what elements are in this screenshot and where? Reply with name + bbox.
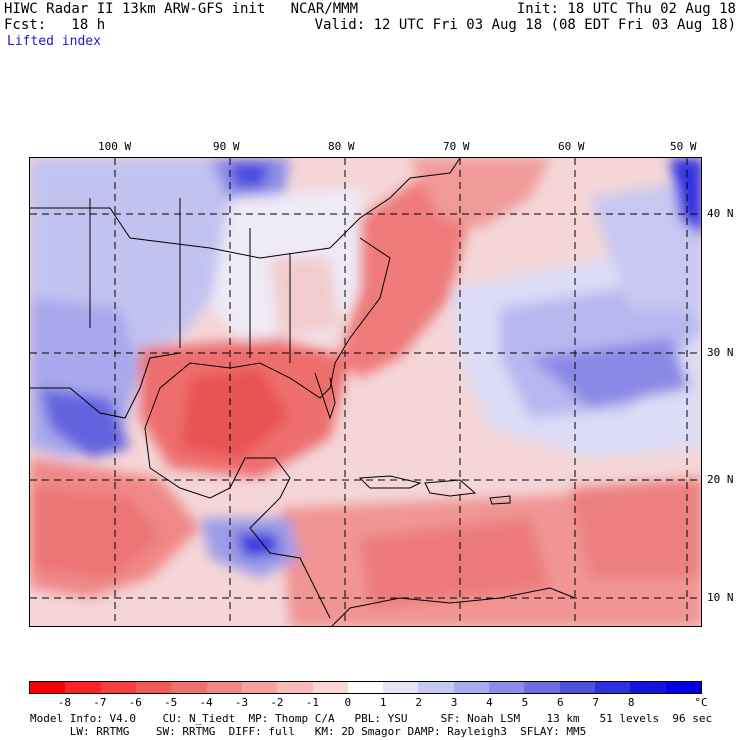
colorbar-tick-label: 3 — [450, 696, 458, 709]
colorbar-tick-label: -5 — [164, 696, 178, 709]
colorbar-tick-label: -8 — [57, 696, 72, 709]
lon-label-60w: 60 W — [558, 140, 585, 153]
valid-time: Valid: 12 UTC Fri 03 Aug 18 (08 EDT Fri … — [314, 17, 736, 33]
colorbar — [29, 681, 702, 694]
colorbar-swatch — [206, 682, 242, 693]
colorbar-tick-label: 6 — [557, 696, 564, 709]
colorbar-swatch — [524, 682, 560, 693]
colorbar-swatch — [100, 682, 136, 693]
coastlines — [30, 158, 576, 626]
colorbar-tick-label: 0 — [344, 696, 352, 709]
colorbar-tick-label: -6 — [128, 696, 142, 709]
lat-label-20n: 20 N — [707, 473, 734, 486]
colorbar-swatch — [241, 682, 278, 693]
colorbar-tick-label: 4 — [486, 696, 493, 709]
colorbar-tick-label: -1 — [305, 696, 319, 709]
colorbar-swatch — [171, 682, 207, 693]
colorbar-swatch — [135, 682, 172, 693]
model-title: HIWC Radar II 13km ARW-GFS init NCAR/MMM — [4, 1, 359, 17]
colorbar-tick-label: -7 — [93, 696, 107, 709]
init-time: Init: 18 UTC Thu 02 Aug 18 — [516, 1, 736, 17]
colorbar-tick-label: -2 — [270, 696, 284, 709]
colorbar-swatch — [65, 682, 101, 693]
lon-label-70w: 70 W — [443, 140, 470, 153]
colorbar-swatch — [312, 682, 348, 693]
lat-label-30n: 30 N — [707, 346, 734, 359]
lifted-index-map — [29, 157, 702, 627]
lat-label-40n: 40 N — [707, 207, 734, 220]
lifted-index-field — [30, 158, 701, 626]
colorbar-swatch — [595, 682, 631, 693]
colorbar-tick-label: 7 — [592, 696, 600, 709]
field-name: Lifted index — [7, 34, 101, 49]
colorbar-swatch — [489, 682, 525, 693]
map-svg — [30, 158, 701, 626]
colorbar-swatch — [277, 682, 313, 693]
colorbar-tick-label: -3 — [234, 696, 249, 709]
model-info-line1: Model Info: V4.0 CU: N_Tiedt MP: Thomp C… — [30, 712, 713, 725]
lon-label-90w: 90 W — [213, 140, 240, 153]
lat-label-10n: 10 N — [707, 591, 734, 604]
colorbar-swatch — [453, 682, 490, 693]
lon-label-100w: 100 W — [98, 140, 132, 153]
colorbar-swatch — [665, 682, 701, 693]
colorbar-tick-label: 8 — [627, 696, 635, 709]
colorbar-tick-label: -4 — [199, 696, 213, 709]
colorbar-tick-label: 2 — [415, 696, 422, 709]
colorbar-swatch — [347, 682, 384, 693]
colorbar-unit: °C — [694, 696, 708, 709]
lon-label-50w: 50 W — [670, 140, 697, 153]
colorbar-swatch — [559, 682, 595, 693]
colorbar-swatch — [30, 682, 66, 693]
forecast-hour: Fcst: 18 h — [4, 17, 106, 33]
graticule — [30, 158, 701, 626]
lon-label-80w: 80 W — [328, 140, 355, 153]
colorbar-tick-label: 1 — [379, 696, 387, 709]
colorbar-swatch — [418, 682, 454, 693]
colorbar-swatch — [383, 682, 419, 693]
colorbar-tick-label: 5 — [521, 696, 529, 709]
model-info-line2: LW: RRTMG SW: RRTMG DIFF: full KM: 2D Sm… — [30, 725, 587, 738]
colorbar-swatch — [630, 682, 666, 693]
